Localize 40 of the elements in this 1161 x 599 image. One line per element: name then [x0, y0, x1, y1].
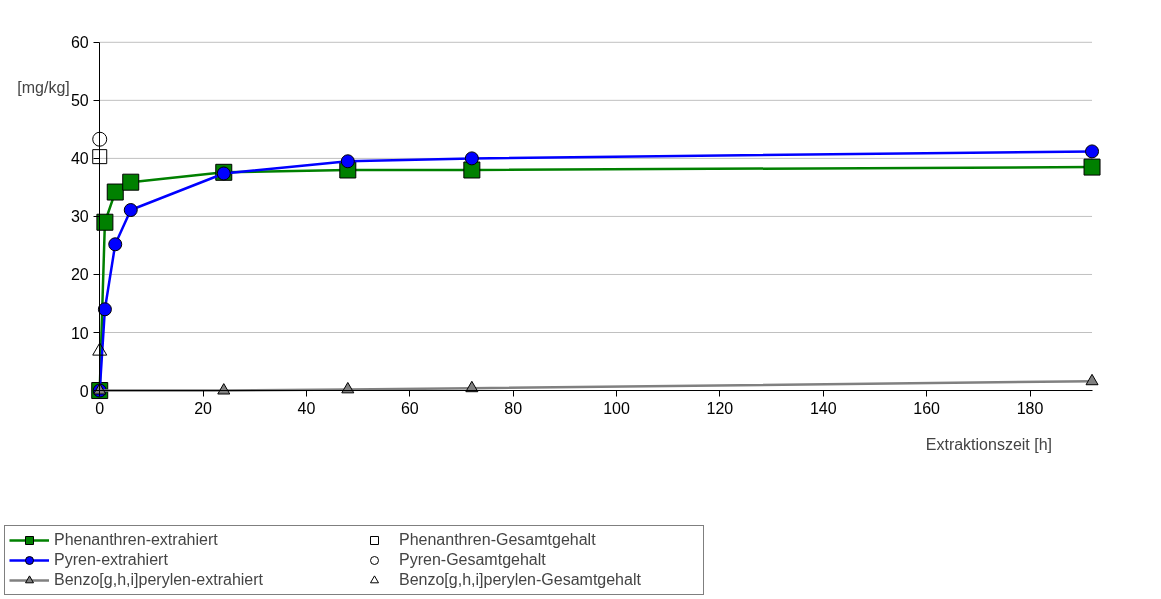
y-tick-label: 60 [70, 34, 89, 52]
legend-label: Phenanthren-Gesamtgehalt [399, 531, 597, 549]
point [217, 383, 231, 395]
point [122, 173, 140, 191]
x-tick-label: 120 [706, 399, 734, 417]
point [106, 183, 124, 201]
point [123, 203, 138, 218]
point [1085, 373, 1099, 386]
point [108, 237, 123, 252]
point [1085, 144, 1100, 159]
y-tick-label: 0 [79, 382, 89, 400]
x-tick-label: 80 [504, 399, 523, 417]
legend-label: Phenanthren-extrahiert [54, 531, 219, 549]
y-tick-label: 20 [70, 266, 89, 284]
point [92, 342, 108, 356]
x-axis-title: Extraktionszeit [h] [925, 435, 1053, 453]
legend-label: Benzo[g,h,i]perylen-extrahiert [54, 571, 264, 589]
point [1083, 158, 1101, 176]
x-tick-label: 100 [603, 399, 631, 417]
point [96, 213, 114, 231]
y-tick-label: 30 [70, 208, 89, 226]
legend-label: Pyren-Gesamtgehalt [399, 551, 547, 569]
y-tick-label: 40 [70, 150, 89, 168]
point [340, 154, 355, 169]
y-axis-title: [mg/kg] [17, 79, 70, 97]
legend-label: Pyren-extrahiert [54, 551, 169, 569]
point [92, 149, 108, 165]
x-tick-label: 160 [913, 399, 941, 417]
x-tick-label: 60 [400, 399, 419, 417]
x-tick-label: 0 [95, 399, 105, 417]
y-tick-label: 50 [70, 92, 89, 110]
x-tick-label: 180 [1016, 399, 1044, 417]
x-tick-label: 140 [809, 399, 837, 417]
legend-label: Benzo[g,h,i]perylen-Gesamtgehalt [399, 571, 642, 589]
y-tick-label: 10 [70, 324, 89, 342]
x-tick-label: 20 [194, 399, 213, 417]
x-tick-label: 40 [297, 399, 316, 417]
point [92, 131, 108, 147]
point [97, 302, 112, 317]
point [464, 151, 479, 166]
